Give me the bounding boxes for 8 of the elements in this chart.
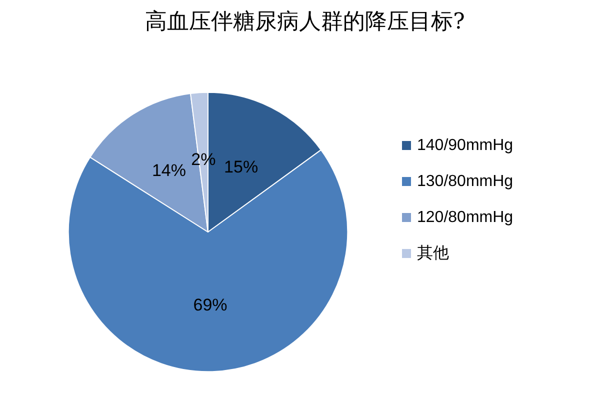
data-label: 69%	[193, 295, 228, 314]
legend-label: 140/90mmHg	[417, 137, 514, 154]
legend-label: 130/80mmHg	[417, 173, 514, 190]
data-label: 14%	[152, 161, 186, 180]
legend-label: 120/80mmHg	[417, 209, 514, 226]
legend-label: 其他	[417, 244, 449, 262]
chart-title: 高血压伴糖尿病人群的降压目标?	[145, 10, 465, 34]
data-label: 15%	[224, 158, 258, 177]
